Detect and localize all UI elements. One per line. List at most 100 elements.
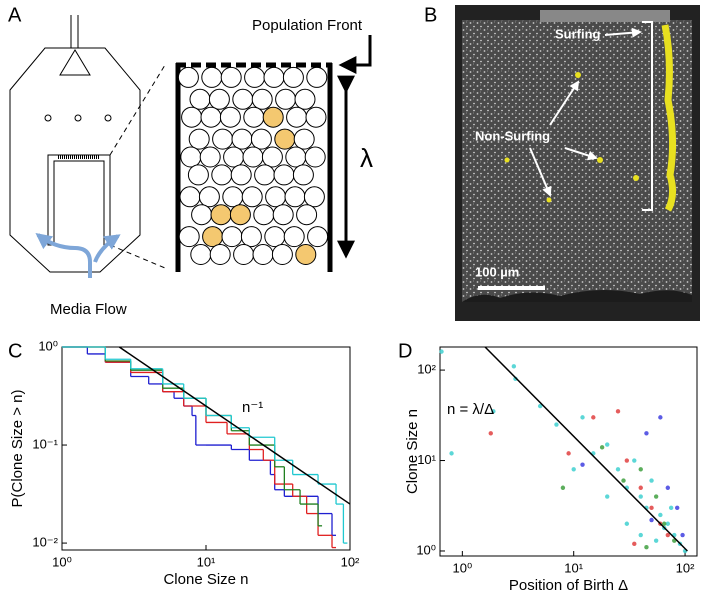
annotation: Population Front [252, 17, 363, 34]
cell [272, 204, 294, 226]
cell [178, 226, 200, 248]
cell [295, 244, 317, 265]
cell [179, 186, 201, 208]
cell [306, 66, 328, 88]
y-tick-label: 10⁻² [32, 535, 58, 550]
cell [199, 146, 221, 168]
cell [181, 106, 203, 128]
annotation: Non-Surfing [475, 128, 550, 143]
cell [180, 146, 202, 168]
point [658, 415, 663, 420]
point [649, 517, 654, 523]
cell [305, 106, 327, 128]
reference-line [118, 346, 351, 505]
cell [220, 66, 242, 88]
plot-frame [61, 346, 351, 551]
cell [240, 226, 262, 248]
y-tick-label: 10⁰ [38, 338, 58, 353]
cell [273, 164, 295, 186]
point [605, 494, 610, 499]
point [649, 505, 654, 511]
point [638, 532, 643, 538]
point [449, 451, 454, 456]
cell [294, 88, 316, 110]
cell [251, 88, 273, 110]
cell [209, 244, 231, 265]
cell [271, 244, 293, 265]
cell [212, 128, 234, 150]
point [638, 494, 643, 499]
cell [262, 106, 284, 128]
cell [200, 106, 222, 128]
point [511, 364, 517, 369]
cell [264, 226, 286, 248]
cell [229, 204, 251, 226]
cell [241, 186, 263, 208]
cell [191, 204, 213, 226]
point [653, 494, 659, 499]
point [665, 485, 671, 490]
cell [231, 128, 253, 150]
point [665, 521, 671, 526]
panel-b [455, 5, 700, 321]
cell [261, 146, 283, 168]
cell [285, 146, 307, 168]
cell [202, 226, 224, 248]
cell [223, 146, 245, 168]
panel-label: B [424, 4, 437, 26]
point [560, 485, 566, 490]
y-tick-label: 10¹ [417, 452, 436, 467]
cell [210, 204, 232, 226]
cell [187, 164, 209, 186]
cell [230, 164, 252, 186]
point [624, 521, 630, 526]
cell [253, 204, 275, 226]
x-tick-label: 10¹ [564, 560, 583, 575]
x-tick-label: 10¹ [197, 554, 216, 569]
point [632, 541, 637, 547]
point [605, 442, 610, 447]
cell [208, 88, 230, 110]
cell [283, 226, 305, 248]
cell [307, 226, 329, 248]
cell [201, 66, 223, 88]
cell [244, 66, 266, 88]
cell [293, 128, 315, 150]
point [621, 478, 626, 483]
cell [286, 106, 308, 128]
cell [252, 244, 274, 265]
point [566, 451, 571, 456]
x-tick-label: 10² [676, 560, 695, 575]
point [580, 462, 585, 467]
cell [265, 186, 287, 208]
panel-label: D [398, 340, 412, 362]
cell [275, 88, 297, 110]
point [591, 415, 596, 420]
cell [222, 186, 244, 208]
point [658, 512, 663, 518]
annotation: n = λ/Δ [447, 401, 494, 418]
x-tick-label: 10⁰ [453, 560, 473, 575]
point [491, 409, 496, 414]
point [644, 431, 649, 436]
cell [254, 164, 276, 186]
x-axis-label: Position of Birth Δ [509, 577, 628, 590]
cell [243, 106, 265, 128]
cell [189, 88, 211, 110]
point [632, 458, 637, 463]
cell [190, 244, 212, 265]
panel-label: A [8, 4, 22, 26]
cell [188, 128, 210, 150]
annotation: 100 µm [475, 264, 519, 279]
point [599, 445, 605, 450]
point [554, 422, 559, 427]
cell [284, 186, 306, 208]
point [580, 415, 585, 420]
point [675, 505, 680, 511]
x-tick-label: 10² [341, 554, 360, 569]
point [668, 505, 674, 511]
cell [274, 128, 296, 150]
point [638, 485, 643, 490]
cell [198, 186, 220, 208]
